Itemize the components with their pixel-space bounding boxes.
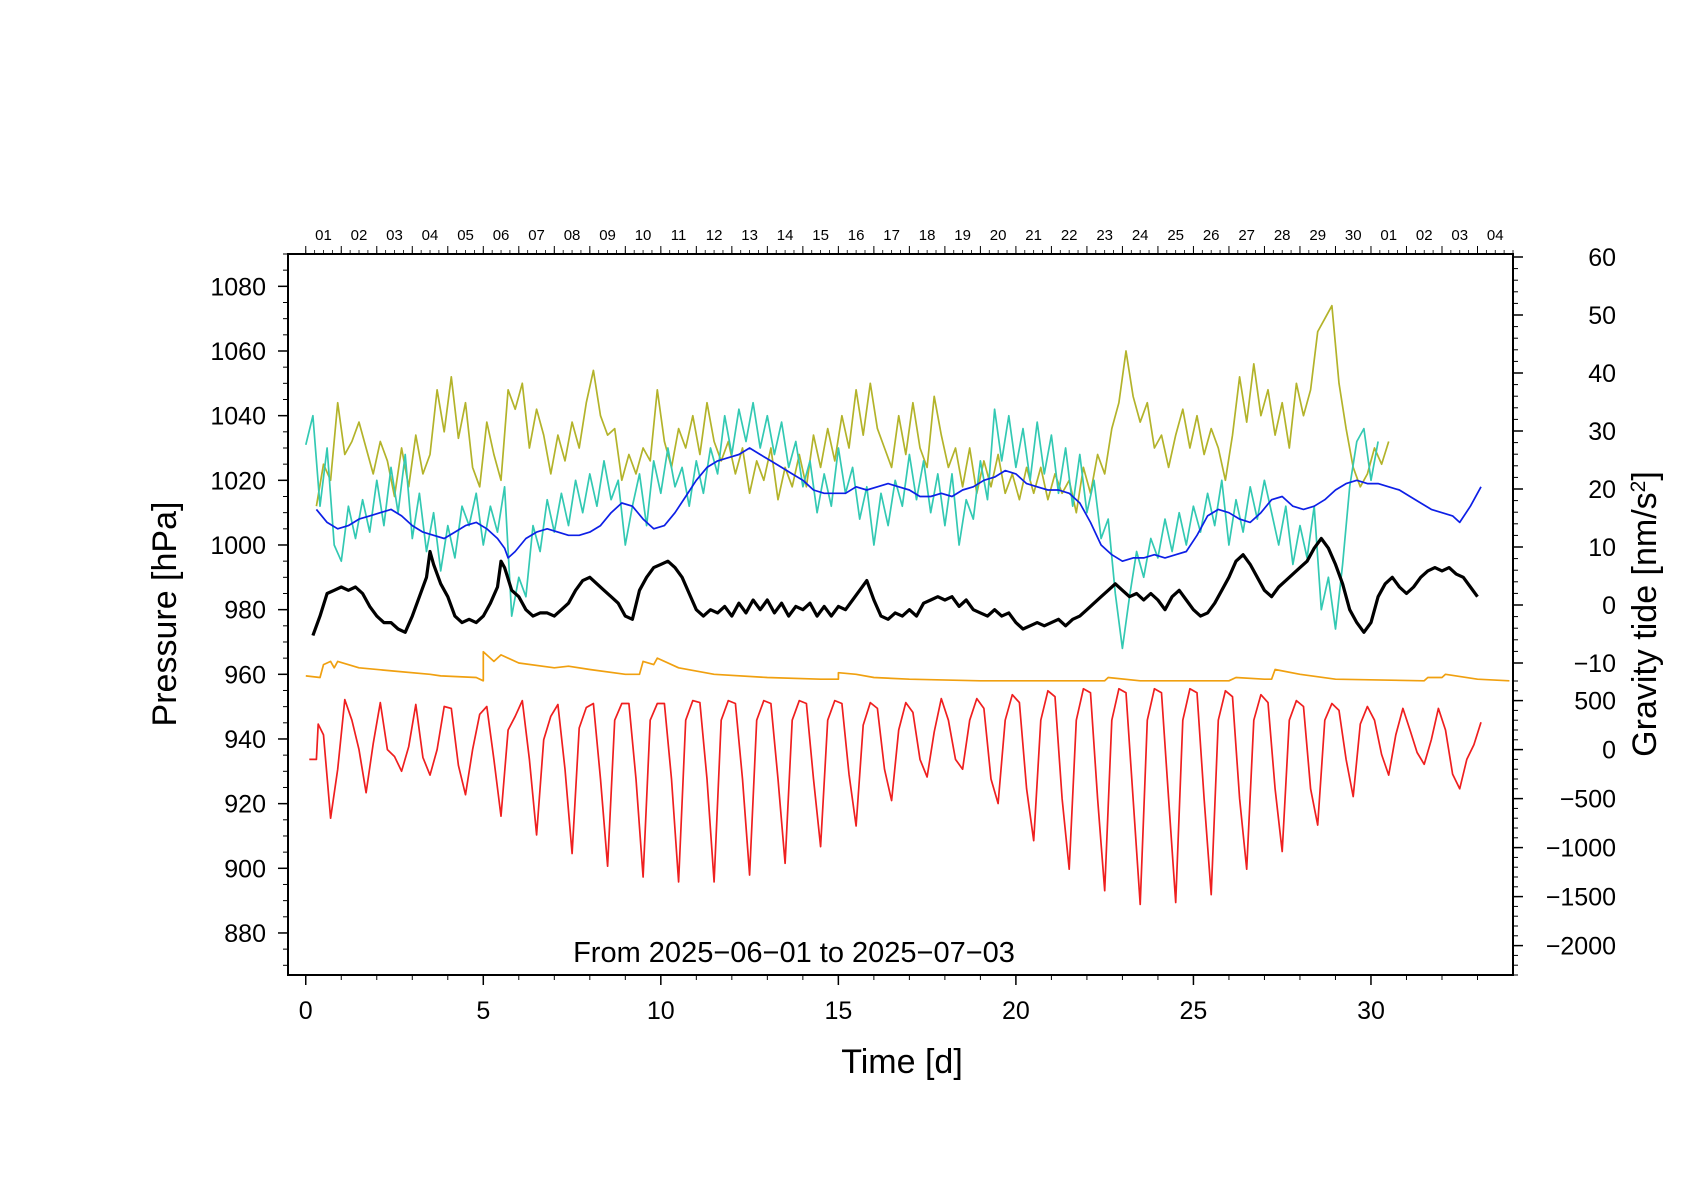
top-day-label: 14 [777,227,794,244]
x-tick-label: 15 [824,997,852,1025]
left-tick-label: 960 [224,661,266,689]
right-axis-title-end: ] [1626,471,1664,480]
series-line-3 [311,536,1479,637]
left-tick-label: 1060 [210,338,266,366]
series-line-4 [305,650,1510,682]
top-day-label: 27 [1238,227,1255,244]
left-tick-label: 1000 [210,532,266,560]
left-tick-label: 1020 [210,467,266,495]
series-layer [304,304,1510,906]
right-upper-tick-label: 20 [1588,476,1616,504]
right-lower-tick-label: 500 [1574,688,1616,716]
top-day-label: 18 [919,227,936,244]
right-lower-tick-label: −500 [1560,786,1616,814]
top-day-label: 11 [671,227,687,244]
top-day-label: 03 [1451,227,1468,244]
top-day-label: 02 [1416,227,1433,244]
right-upper-tick-label: 40 [1588,360,1616,388]
right-axis-title-superscript: 2 [1627,481,1650,493]
top-day-label: 30 [1345,227,1362,244]
left-tick-label: 940 [224,726,266,754]
x-tick-label: 25 [1180,997,1208,1025]
right-upper-tick-label: 60 [1588,244,1616,272]
left-tick-label: 1040 [210,403,266,431]
left-axis-title: Pressure [hPa] [146,502,184,727]
top-day-label: 01 [315,227,332,244]
right-upper-tick-label: 30 [1588,418,1616,446]
top-day-label: 06 [493,227,510,244]
right-upper-tick-label: −10 [1574,650,1616,678]
left-tick-label: 900 [224,855,266,883]
top-day-label: 24 [1132,227,1149,244]
tick-layer [278,246,1523,985]
top-day-label: 12 [706,227,723,244]
right-axis-title: Gravity tide [nm/s2] [1626,471,1664,757]
right-upper-tick-label: 0 [1602,592,1616,620]
top-day-label: 22 [1061,227,1078,244]
top-day-label: 09 [599,227,616,244]
top-day-label: 07 [528,227,545,244]
right-upper-tick-label: 50 [1588,302,1616,330]
right-upper-tick-label: 10 [1588,534,1616,562]
right-lower-tick-label: −1500 [1546,884,1616,912]
top-day-label: 17 [883,227,900,244]
top-day-label: 25 [1167,227,1184,244]
x-tick-label: 20 [1002,997,1030,1025]
top-day-label: 26 [1203,227,1220,244]
top-day-label: 15 [812,227,829,244]
series-line-2 [315,447,1482,563]
right-lower-tick-label: 0 [1602,737,1616,765]
right-lower-tick-label: −2000 [1546,933,1616,961]
left-tick-label: 980 [224,597,266,625]
left-tick-label: 920 [224,791,266,819]
x-tick-label: 0 [299,997,313,1025]
top-day-label: 16 [848,227,865,244]
top-day-label: 19 [954,227,971,244]
top-day-label: 04 [1487,227,1504,244]
series-line-0 [315,304,1390,514]
left-tick-label: 1080 [210,273,266,301]
x-axis-title: Time [d] [841,1043,963,1081]
top-day-label: 05 [457,227,474,244]
top-day-label: 03 [386,227,403,244]
top-day-label: 29 [1309,227,1326,244]
top-day-label: 01 [1380,227,1397,244]
top-day-label: 23 [1096,227,1113,244]
top-day-label: 10 [635,227,652,244]
x-tick-label: 5 [476,997,490,1025]
top-day-label: 08 [564,227,581,244]
x-tick-label: 10 [647,997,675,1025]
top-day-label: 02 [351,227,368,244]
date-range-annotation: From 2025−06−01 to 2025−07−03 [573,937,1015,969]
top-day-label: 28 [1274,227,1291,244]
left-tick-label: 880 [224,920,266,948]
top-day-label: 04 [422,227,439,244]
top-day-label: 13 [741,227,758,244]
series-line-1 [304,401,1379,650]
right-lower-tick-label: −1000 [1546,835,1616,863]
series-line-5 [309,687,1482,906]
top-day-label: 21 [1025,227,1042,244]
right-axis-title-main: Gravity tide [nm/s [1626,492,1664,757]
x-tick-label: 30 [1357,997,1385,1025]
top-day-label: 20 [990,227,1007,244]
